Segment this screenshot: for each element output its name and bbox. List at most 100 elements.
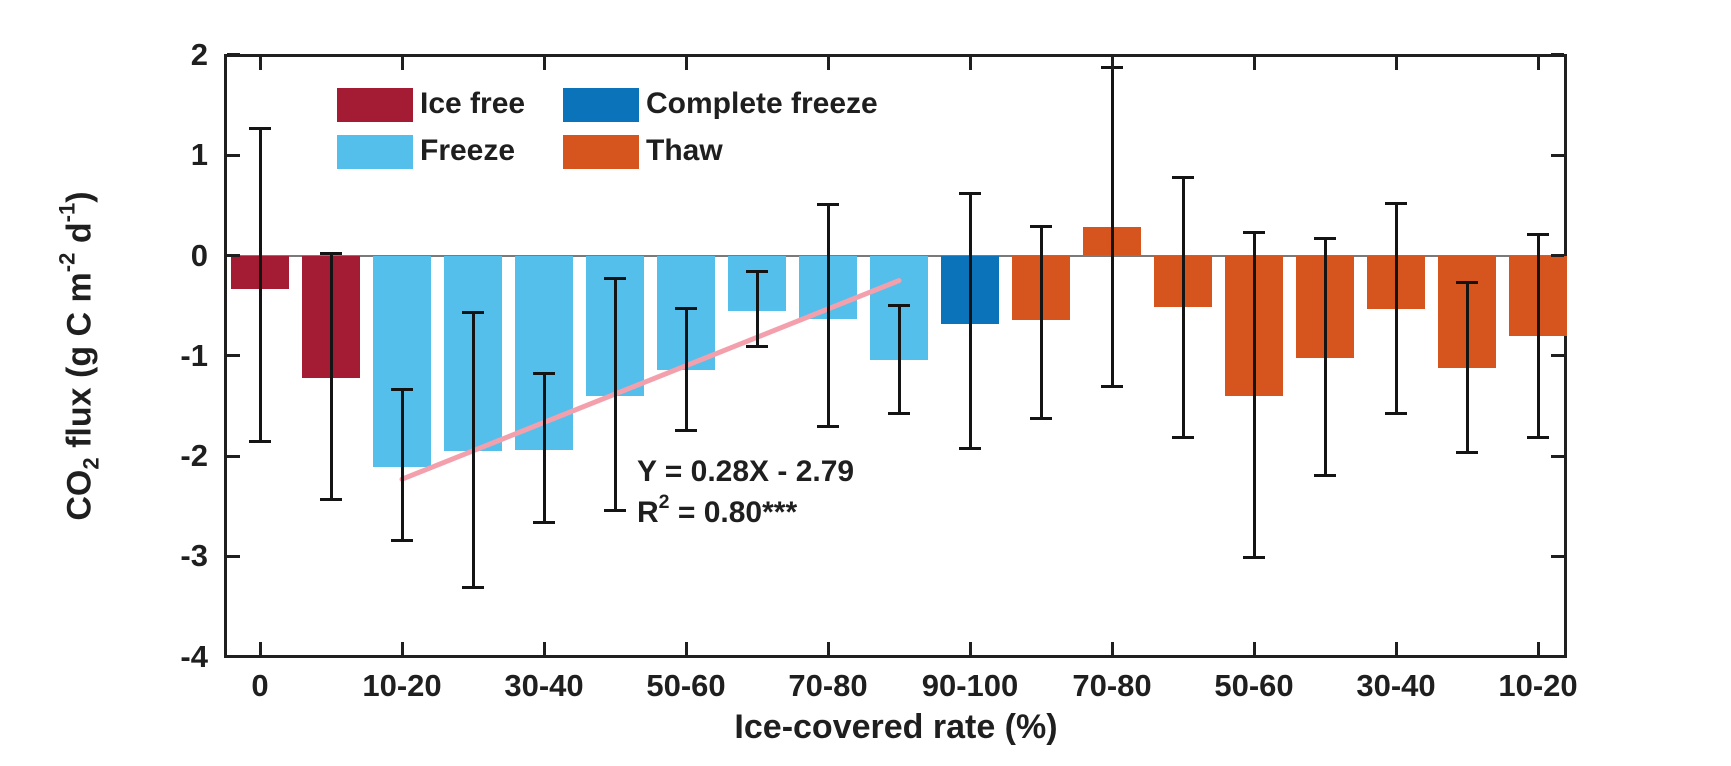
- y-tick-left: [227, 254, 240, 257]
- error-bar-line-15: [1253, 232, 1256, 558]
- error-bar-line-8: [756, 271, 759, 347]
- y-tick-left: [227, 53, 240, 56]
- error-bar-cap-bottom-11: [959, 447, 981, 450]
- error-bar-cap-bottom-7: [675, 429, 697, 432]
- y-tick-label: 0: [190, 238, 208, 273]
- error-bar-cap-top-5: [533, 372, 555, 375]
- error-bar-line-7: [685, 308, 688, 431]
- y-tick-left: [227, 455, 240, 458]
- error-bar-cap-top-10: [888, 304, 910, 307]
- x-tick-bottom: [969, 642, 972, 655]
- error-bar-line-13: [1111, 67, 1114, 387]
- y-tick-right: [1551, 655, 1564, 658]
- plot-area: [224, 54, 1567, 658]
- y-tick-left: [227, 555, 240, 558]
- error-bar-cap-top-7: [675, 307, 697, 310]
- error-bar-cap-bottom-1: [249, 440, 271, 443]
- x-tick-label: 50-60: [646, 668, 726, 703]
- error-bar-cap-bottom-9: [817, 425, 839, 428]
- x-tick-label: 30-40: [504, 668, 584, 703]
- error-bar-line-1: [259, 128, 262, 442]
- error-bar-cap-bottom-16: [1314, 474, 1336, 477]
- error-bar-line-17: [1395, 203, 1398, 414]
- legend-label-freeze: Freeze: [420, 134, 516, 167]
- x-tick-top: [1111, 57, 1114, 70]
- error-bar-cap-bottom-14: [1172, 436, 1194, 439]
- x-tick-bottom: [543, 642, 546, 655]
- error-bar-line-9: [827, 204, 830, 427]
- legend-swatch-complete-freeze: [563, 88, 639, 122]
- x-tick-top: [543, 57, 546, 70]
- error-bar-cap-bottom-6: [604, 509, 626, 512]
- x-tick-bottom: [401, 642, 404, 655]
- error-bar-line-14: [1182, 177, 1185, 438]
- x-tick-bottom: [685, 642, 688, 655]
- y-tick-left: [227, 354, 240, 357]
- y-tick-label: -1: [180, 338, 208, 373]
- x-tick-top: [1537, 57, 1540, 70]
- y-tick-right: [1551, 53, 1564, 56]
- error-bar-line-6: [614, 278, 617, 512]
- y-tick-label: 2: [190, 37, 208, 72]
- legend-label-ice-free: Ice free: [420, 87, 526, 120]
- error-bar-cap-bottom-19: [1527, 436, 1549, 439]
- error-bar-cap-top-2: [320, 252, 342, 255]
- error-bar-line-18: [1466, 282, 1469, 454]
- annotation-r-squared: R2 = 0.80***: [637, 490, 798, 529]
- x-tick-label: 70-80: [1072, 668, 1152, 703]
- legend-label-complete-freeze: Complete freeze: [646, 87, 878, 120]
- error-bar-cap-top-11: [959, 192, 981, 195]
- error-bar-cap-top-9: [817, 203, 839, 206]
- x-tick-top: [1253, 57, 1256, 70]
- error-bar-cap-bottom-4: [462, 586, 484, 589]
- error-bar-cap-top-14: [1172, 176, 1194, 179]
- error-bar-line-19: [1537, 234, 1540, 438]
- x-tick-top: [1395, 57, 1398, 70]
- legend-label-thaw: Thaw: [646, 134, 723, 167]
- error-bar-cap-top-8: [746, 270, 768, 273]
- x-tick-bottom: [1537, 642, 1540, 655]
- legend-swatch-ice-free: [337, 88, 413, 122]
- error-bar-cap-top-18: [1456, 281, 1478, 284]
- x-tick-bottom: [1253, 642, 1256, 655]
- error-bar-line-4: [472, 312, 475, 588]
- error-bar-line-11: [969, 193, 972, 449]
- x-tick-top: [827, 57, 830, 70]
- y-tick-left: [227, 655, 240, 658]
- x-tick-top: [685, 57, 688, 70]
- error-bar-cap-top-3: [391, 388, 413, 391]
- error-bar-line-2: [330, 253, 333, 500]
- y-tick-right: [1551, 455, 1564, 458]
- error-bar-line-16: [1324, 238, 1327, 476]
- x-tick-top: [401, 57, 404, 70]
- error-bar-cap-bottom-18: [1456, 451, 1478, 454]
- error-bar-cap-bottom-2: [320, 498, 342, 501]
- y-tick-right: [1551, 354, 1564, 357]
- y-tick-left: [227, 154, 240, 157]
- x-tick-top: [969, 57, 972, 70]
- y-tick-right: [1551, 555, 1564, 558]
- x-tick-label: 10-20: [1498, 668, 1578, 703]
- x-tick-bottom: [1395, 642, 1398, 655]
- y-tick-right: [1551, 154, 1564, 157]
- x-tick-top: [259, 57, 262, 70]
- error-bar-cap-bottom-17: [1385, 412, 1407, 415]
- x-tick-label: 70-80: [788, 668, 868, 703]
- x-tick-bottom: [259, 642, 262, 655]
- error-bar-cap-top-6: [604, 277, 626, 280]
- x-tick-bottom: [1111, 642, 1114, 655]
- y-tick-label: 1: [190, 137, 208, 172]
- x-tick-label: 50-60: [1214, 668, 1294, 703]
- legend-swatch-freeze: [337, 135, 413, 169]
- legend-swatch-thaw: [563, 135, 639, 169]
- error-bar-cap-bottom-15: [1243, 556, 1265, 559]
- error-bar-cap-bottom-3: [391, 539, 413, 542]
- error-bar-cap-top-17: [1385, 202, 1407, 205]
- error-bar-line-12: [1040, 226, 1043, 419]
- error-bar-line-5: [543, 373, 546, 523]
- error-bar-cap-bottom-8: [746, 345, 768, 348]
- y-tick-label: -2: [180, 438, 208, 473]
- error-bar-cap-top-12: [1030, 225, 1052, 228]
- error-bar-cap-top-15: [1243, 231, 1265, 234]
